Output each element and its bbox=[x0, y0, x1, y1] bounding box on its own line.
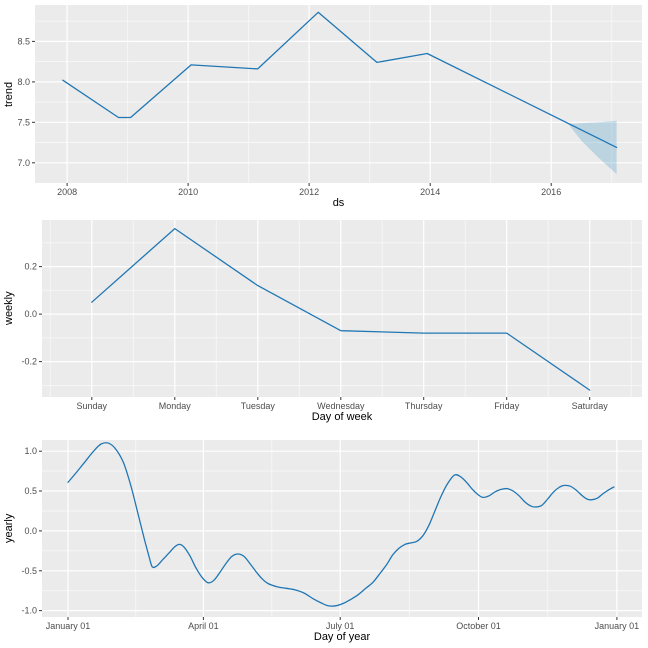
yearly-x-tick-label: April 01 bbox=[188, 621, 219, 631]
trend-x-axis-title: ds bbox=[332, 197, 345, 209]
yearly-x-tick-label: January 01 bbox=[46, 621, 91, 631]
yearly-panel: January 01 April 01 July 01 October 01 Janua… bbox=[21, 440, 642, 631]
trend-y-axis-title: trend bbox=[3, 81, 15, 107]
weekly-x-tick-label: Wednesday bbox=[317, 401, 365, 411]
yearly-line bbox=[67, 442, 615, 607]
weekly-y-tick-label: 0.0 bbox=[24, 309, 37, 319]
yearly-y-tick-label: 1.0 bbox=[24, 446, 37, 456]
weekly-x-tick-label: Tuesday bbox=[241, 401, 276, 411]
trend-y-tick-label: 7.5 bbox=[17, 117, 30, 127]
weekly-panel: Sunday Monday Tuesday Wednesday Thursday Frid… bbox=[21, 220, 642, 411]
weekly-x-tick-label: Sunday bbox=[77, 401, 108, 411]
weekly-y-tick-label: -0.2 bbox=[21, 357, 37, 367]
trend-x-tick-label: 2008 bbox=[57, 187, 77, 197]
trend-x-tick-label: 2016 bbox=[541, 187, 561, 197]
weekly-y-tick-label: 0.2 bbox=[24, 262, 37, 272]
yearly-y-tick-label: -1.0 bbox=[21, 606, 37, 616]
yearly-y-axis-title: yearly bbox=[3, 513, 15, 544]
weekly-x-axis-title: Day of week bbox=[311, 411, 373, 423]
yearly-x-tick-label: July 01 bbox=[326, 621, 355, 631]
yearly-x-tick-label: October 01 bbox=[456, 621, 501, 631]
trend-x-tick-label: 2012 bbox=[299, 187, 319, 197]
weekly-x-tick-label: Saturday bbox=[572, 401, 609, 411]
weekly-panel-background bbox=[42, 220, 642, 397]
trend-uncertainty-band bbox=[568, 120, 617, 175]
trend-panel: 2008 2010 2012 2014 2016 7.0 7.5 8.0 8.5 bbox=[17, 5, 642, 197]
trend-y-tick-label: 8.5 bbox=[17, 36, 30, 46]
yearly-y-tick-label: 0.5 bbox=[24, 486, 37, 496]
weekly-y-axis-title: weekly bbox=[3, 291, 15, 326]
weekly-x-tick-label: Thursday bbox=[405, 401, 443, 411]
trend-y-tick-label: 8.0 bbox=[17, 77, 30, 87]
trend-x-tick-label: 2010 bbox=[178, 187, 198, 197]
trend-x-tick-label: 2014 bbox=[420, 187, 440, 197]
yearly-y-tick-label: 0.0 bbox=[24, 526, 37, 536]
weekly-x-tick-label: Friday bbox=[494, 401, 520, 411]
trend-line bbox=[62, 11, 618, 149]
yearly-x-tick-label: January 01 bbox=[595, 621, 640, 631]
weekly-x-tick-label: Monday bbox=[159, 401, 192, 411]
trend-panel-background bbox=[35, 5, 642, 183]
weekly-line bbox=[91, 227, 591, 391]
yearly-y-tick-label: -0.5 bbox=[21, 566, 37, 576]
yearly-x-axis-title: Day of year bbox=[313, 631, 371, 643]
trend-y-tick-label: 7.0 bbox=[17, 158, 30, 168]
